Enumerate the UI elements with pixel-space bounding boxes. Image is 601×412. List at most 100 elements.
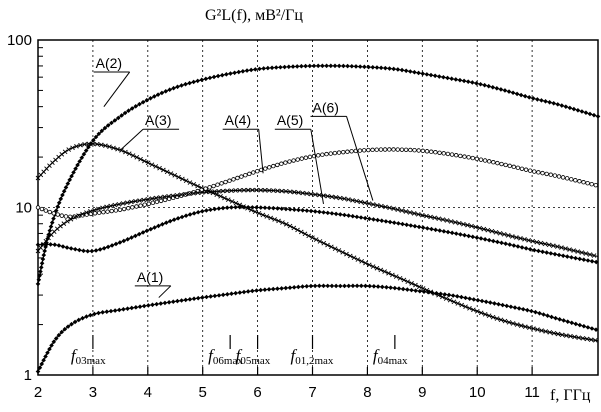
data-point [482, 311, 488, 317]
data-point [306, 233, 312, 239]
data-point [522, 324, 528, 329]
data-point [300, 284, 305, 289]
data-point [461, 78, 467, 84]
data-point [43, 354, 48, 359]
data-point [237, 290, 243, 295]
data-point [506, 320, 512, 325]
data-point [452, 219, 458, 225]
data-point [126, 108, 131, 113]
data-point [112, 308, 118, 313]
data-point [183, 297, 189, 303]
data-point [551, 101, 556, 106]
data-point [69, 321, 74, 327]
data-point [471, 297, 477, 302]
data-point [85, 248, 91, 254]
data-point [405, 287, 410, 292]
data-point [491, 238, 496, 244]
data-point [130, 205, 135, 210]
data-point [375, 284, 381, 289]
data-point [167, 218, 173, 224]
data-point [500, 302, 505, 308]
data-point [214, 192, 220, 197]
data-point [273, 65, 279, 70]
data-point [317, 283, 322, 289]
data-point [399, 208, 405, 213]
data-point [577, 322, 583, 328]
y-tick-label: 10 [15, 200, 32, 217]
data-point [387, 147, 392, 152]
data-point [235, 175, 240, 181]
data-point [485, 227, 491, 233]
data-point [101, 209, 106, 215]
data-point [478, 236, 484, 241]
markers [35, 63, 601, 374]
data-point [48, 242, 53, 247]
data-point [593, 259, 599, 265]
data-point [350, 197, 355, 203]
data-point [514, 91, 520, 97]
data-point [551, 330, 557, 336]
data-point [450, 293, 456, 298]
data-point [253, 67, 258, 72]
data-point [568, 333, 573, 339]
data-point [370, 202, 376, 207]
data-point [321, 240, 327, 246]
data-point [336, 248, 342, 253]
data-point [441, 229, 447, 234]
data-point [83, 148, 89, 153]
data-point [298, 229, 304, 235]
series-markers-a6 [35, 187, 597, 258]
data-point [271, 163, 276, 169]
data-point [440, 217, 446, 222]
data-point [407, 210, 413, 215]
data-point [100, 205, 105, 211]
data-point [469, 223, 474, 229]
data-point [296, 207, 301, 213]
data-point [175, 216, 181, 221]
data-point [519, 245, 525, 250]
data-point [463, 304, 468, 310]
data-point [250, 187, 255, 193]
data-point [449, 152, 455, 157]
data-point [583, 251, 589, 256]
data-point [445, 151, 451, 157]
data-point [370, 264, 376, 269]
data-point [295, 227, 300, 233]
curve-labels: A(1) A(2) A(3) A(4) A(5) A(6) [93, 55, 374, 298]
data-point [176, 174, 181, 180]
data-point [133, 233, 138, 239]
data-point [502, 88, 508, 93]
data-point [533, 309, 538, 315]
series-markers-a2 [35, 63, 601, 287]
data-point [51, 216, 56, 221]
data-point [344, 251, 349, 257]
data-point [432, 215, 438, 221]
data-point [290, 64, 296, 69]
data-point [152, 225, 157, 230]
data-point [416, 148, 421, 153]
data-point [140, 99, 146, 105]
data-point [272, 217, 277, 222]
data-point [38, 245, 43, 251]
data-point [216, 293, 222, 298]
data-point [128, 199, 134, 205]
data-point [121, 238, 127, 244]
data-point [251, 170, 256, 175]
data-point [254, 187, 259, 193]
data-point [529, 308, 534, 314]
data-point [228, 71, 233, 76]
data-point [412, 223, 418, 229]
data-point [56, 200, 62, 206]
data-point [287, 223, 293, 229]
data-point [424, 287, 430, 293]
data-point [378, 147, 384, 152]
data-point [172, 173, 178, 178]
data-point [179, 298, 184, 303]
data-point [239, 174, 244, 179]
y-tick-label: 100 [7, 32, 32, 49]
data-point [299, 63, 304, 69]
data-point [208, 189, 213, 195]
data-point [88, 141, 94, 146]
data-point [80, 315, 85, 321]
data-point [317, 239, 323, 244]
